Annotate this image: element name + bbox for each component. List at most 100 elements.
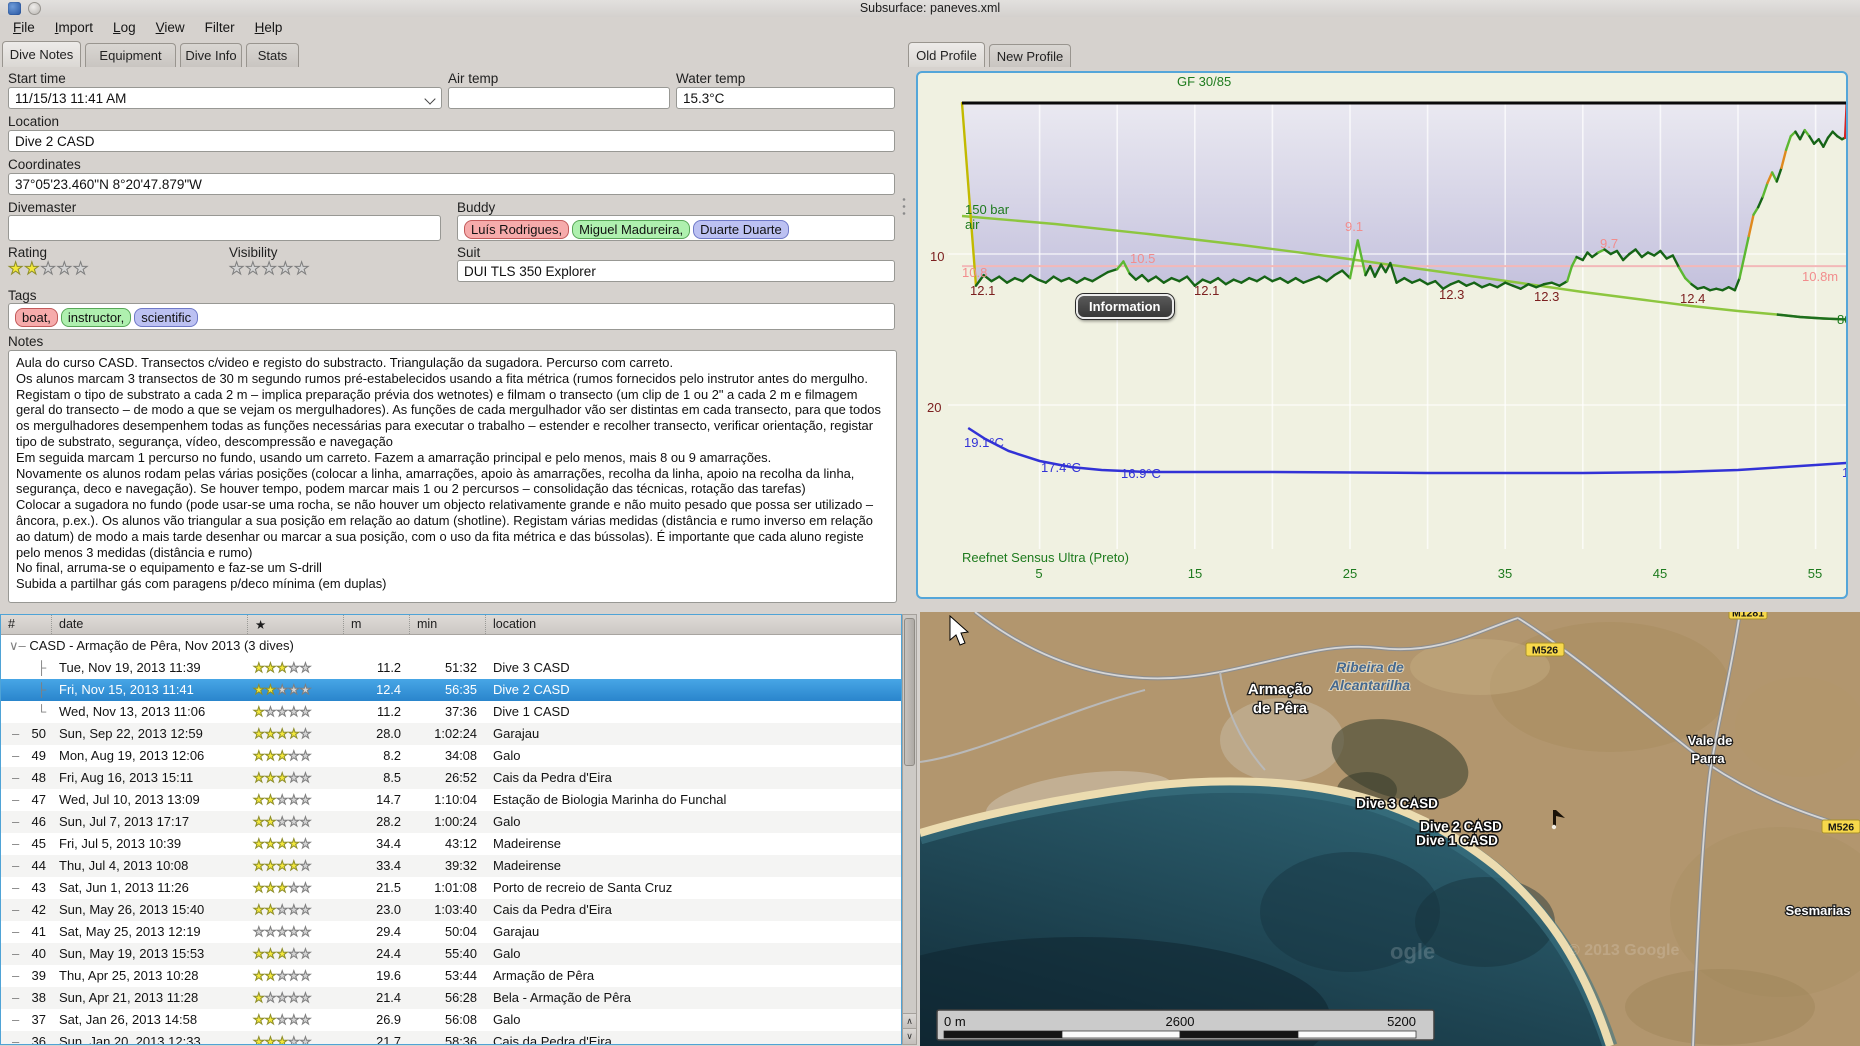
menu-file[interactable]: File (13, 20, 35, 35)
star-filled[interactable]: ★ (264, 902, 277, 918)
star-empty[interactable]: ★ (299, 946, 312, 962)
star-filled[interactable]: ★ (276, 880, 289, 896)
star-filled[interactable]: ★ (264, 836, 277, 852)
tab-new-profile[interactable]: New Profile (989, 44, 1071, 67)
star-filled[interactable]: ★ (287, 858, 300, 874)
dive-row[interactable]: 48– Fri, Aug 16, 2013 15:11 ★★★★★ 8.5 26:52 C… (1, 767, 901, 789)
dive-trip-row[interactable]: ∨– CASD - Armação de Pêra, Nov 2013 (3 d… (9, 638, 294, 653)
start-time-combobox[interactable]: 11/15/13 11:41 AM (8, 87, 442, 109)
star-empty[interactable]: ★ (261, 259, 278, 278)
star-filled[interactable]: ★ (264, 726, 277, 742)
dive-site-marker[interactable] (1551, 810, 1565, 830)
splitter-handle[interactable] (902, 196, 906, 218)
air-temp-field[interactable] (448, 87, 670, 109)
star-empty[interactable]: ★ (299, 924, 312, 940)
column-header-m[interactable]: m (343, 615, 409, 634)
star-filled[interactable]: ★ (253, 858, 266, 874)
tag-pill[interactable]: boat, (15, 308, 58, 327)
information-tooltip[interactable]: Information (1076, 294, 1174, 319)
star-empty[interactable]: ★ (287, 902, 300, 918)
menu-filter[interactable]: Filter (204, 20, 235, 35)
tag-pill[interactable]: Luís Rodrigues, (464, 220, 570, 239)
star-filled[interactable]: ★ (276, 836, 289, 852)
star-empty[interactable]: ★ (287, 814, 300, 830)
star-filled[interactable]: ★ (264, 814, 277, 830)
dive-row[interactable]: ├ Tue, Nov 19, 2013 11:39 ★★★★★ 11.2 51:32 Di… (37, 660, 570, 676)
tab-dive-notes[interactable]: Dive Notes (2, 41, 81, 67)
star-empty[interactable]: ★ (276, 902, 289, 918)
star-empty[interactable]: ★ (264, 990, 277, 1006)
star-empty[interactable]: ★ (299, 858, 312, 874)
star-empty[interactable]: ★ (287, 748, 300, 764)
star-empty[interactable]: ★ (293, 259, 311, 278)
column-header-date[interactable]: date (51, 615, 247, 634)
scrollbar-thumb[interactable] (904, 618, 915, 766)
star-filled[interactable]: ★ (253, 682, 266, 698)
star-filled[interactable]: ★ (253, 1012, 266, 1028)
star-filled[interactable]: ★ (276, 946, 289, 962)
star-filled[interactable]: ★ (253, 748, 266, 764)
star-filled[interactable]: ★ (253, 726, 266, 742)
star-filled[interactable]: ★ (253, 792, 266, 808)
star-empty[interactable]: ★ (287, 704, 300, 720)
star-empty[interactable]: ★ (287, 946, 300, 962)
dive-row[interactable]: 41– Sat, May 25, 2013 12:19 ★★★★★ 29.4 50:04… (12, 924, 540, 940)
dive-row[interactable]: 43– Sat, Jun 1, 2013 11:26 ★★★★★ 21.5 1:01:0… (12, 880, 673, 896)
dive-row[interactable]: 50– Sun, Sep 22, 2013 12:59 ★★★★★ 28.0 1:02:… (1, 723, 901, 745)
scroll-up-button[interactable]: ∧ (903, 1013, 916, 1029)
visibility-stars[interactable]: ★★★★★ (228, 259, 311, 279)
star-empty[interactable]: ★ (299, 726, 312, 742)
dive-location-label[interactable]: Dive 3 CASD (1355, 795, 1440, 813)
star-empty[interactable]: ★ (287, 792, 300, 808)
star-empty[interactable]: ★ (264, 704, 277, 720)
star-empty[interactable]: ★ (276, 682, 289, 698)
dive-row[interactable]: 37– Sat, Jan 26, 2013 14:58 ★★★★★ 26.9 56:08… (12, 1012, 521, 1028)
star-empty[interactable]: ★ (287, 924, 300, 940)
star-empty[interactable]: ★ (287, 990, 300, 1006)
suit-field[interactable]: DUI TLS 350 Explorer (457, 260, 895, 282)
star-filled[interactable]: ★ (253, 880, 266, 896)
dive-list-header[interactable]: # date ★ m min location (1, 615, 901, 635)
star-filled[interactable]: ★ (253, 968, 266, 984)
rating-stars[interactable]: ★★★★★ (7, 259, 90, 279)
star-filled[interactable]: ★ (276, 748, 289, 764)
star-filled[interactable]: ★ (264, 792, 277, 808)
dive-row[interactable]: 46– Sun, Jul 7, 2013 17:17 ★★★★★ 28.2 1:00:2… (1, 811, 901, 833)
star-empty[interactable]: ★ (40, 259, 57, 278)
star-empty[interactable]: ★ (299, 902, 312, 918)
star-filled[interactable]: ★ (264, 968, 277, 984)
dive-list-scrollbar[interactable]: ∧ ∨ (902, 614, 917, 1045)
star-empty[interactable]: ★ (299, 704, 312, 720)
menu-import[interactable]: Import (54, 20, 94, 35)
star-empty[interactable]: ★ (299, 792, 312, 808)
tag-pill[interactable]: Duarte Duarte (693, 220, 789, 239)
column-header-location[interactable]: location (485, 615, 901, 634)
star-empty[interactable]: ★ (299, 990, 312, 1006)
star-empty[interactable]: ★ (299, 770, 312, 786)
tag-pill[interactable]: instructor, (60, 308, 132, 327)
column-header-★[interactable]: ★ (247, 615, 343, 634)
star-empty[interactable]: ★ (276, 990, 289, 1006)
star-empty[interactable]: ★ (287, 770, 300, 786)
star-empty[interactable]: ★ (299, 968, 312, 984)
star-empty[interactable]: ★ (72, 259, 90, 278)
star-empty[interactable]: ★ (287, 880, 300, 896)
star-empty[interactable]: ★ (299, 1034, 312, 1045)
star-empty[interactable]: ★ (276, 704, 289, 720)
star-filled[interactable]: ★ (253, 814, 266, 830)
star-filled[interactable]: ★ (253, 990, 266, 1006)
star-filled[interactable]: ★ (276, 770, 289, 786)
coordinates-field[interactable]: 37°05'23.460"N 8°20'47.879"W (8, 173, 895, 195)
star-empty[interactable]: ★ (287, 968, 300, 984)
star-empty[interactable]: ★ (299, 836, 312, 852)
dive-location-label[interactable]: Dive 1 CASD (1415, 832, 1500, 850)
star-empty[interactable]: ★ (276, 792, 289, 808)
star-filled[interactable]: ★ (264, 946, 277, 962)
dive-row[interactable]: 44– Thu, Jul 4, 2013 10:08 ★★★★★ 33.4 39:32 M… (1, 855, 901, 877)
star-empty[interactable]: ★ (299, 880, 312, 896)
star-empty[interactable]: ★ (276, 1012, 289, 1028)
star-filled[interactable]: ★ (264, 1034, 277, 1045)
star-filled[interactable]: ★ (264, 880, 277, 896)
buddy-field[interactable]: Luís Rodrigues, Miguel Madureira, Duarte D… (457, 215, 895, 241)
